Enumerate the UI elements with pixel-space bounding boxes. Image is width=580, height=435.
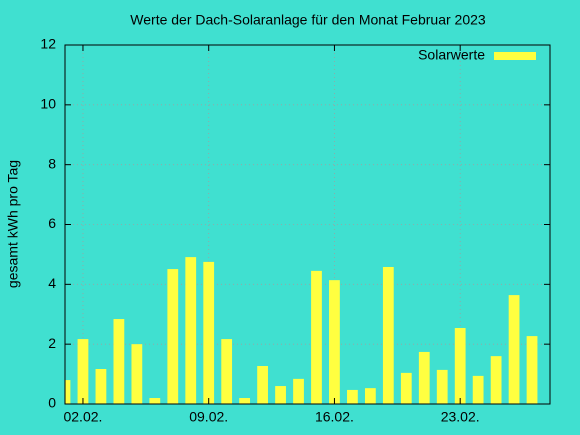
x-tick-label: 09.02. <box>189 409 228 425</box>
bar <box>113 319 125 404</box>
bar <box>311 270 322 404</box>
bar <box>275 386 286 404</box>
bar <box>472 375 484 404</box>
bar <box>203 261 215 404</box>
bar <box>293 378 304 404</box>
bar <box>508 295 520 404</box>
bar <box>526 336 538 404</box>
bar <box>364 388 376 404</box>
bar <box>149 398 161 404</box>
y-tick-label: 0 <box>48 395 56 411</box>
chart-title: Werte der Dach-Solaranlage für den Monat… <box>130 12 486 28</box>
x-tick-label: 02.02. <box>63 409 102 425</box>
legend-swatch <box>494 52 536 60</box>
bar <box>329 280 340 404</box>
y-tick-label: 10 <box>40 96 56 112</box>
y-tick-label: 6 <box>48 215 56 231</box>
x-tick-label: 23.02. <box>441 409 480 425</box>
bar <box>221 339 233 404</box>
y-tick-label: 2 <box>48 335 56 351</box>
y-tick-label: 8 <box>48 155 56 171</box>
bar <box>454 328 466 404</box>
bar <box>490 356 502 404</box>
bar <box>436 369 448 404</box>
bar <box>418 351 430 404</box>
bar <box>131 344 143 404</box>
bar <box>167 269 179 404</box>
bar <box>185 257 197 404</box>
bar <box>347 389 358 404</box>
y-tick-label: 12 <box>40 36 56 52</box>
y-axis-label: gesamt kWh pro Tag <box>5 160 21 288</box>
bar <box>239 398 251 404</box>
x-tick-label: 16.02. <box>315 409 354 425</box>
bar <box>77 339 89 404</box>
bars <box>65 257 538 404</box>
bar <box>65 380 71 404</box>
bar <box>95 368 107 404</box>
bar <box>400 372 412 404</box>
bar <box>257 366 268 404</box>
legend-label: Solarwerte <box>418 47 485 63</box>
bar <box>382 266 394 404</box>
y-tick-label: 4 <box>48 275 56 291</box>
